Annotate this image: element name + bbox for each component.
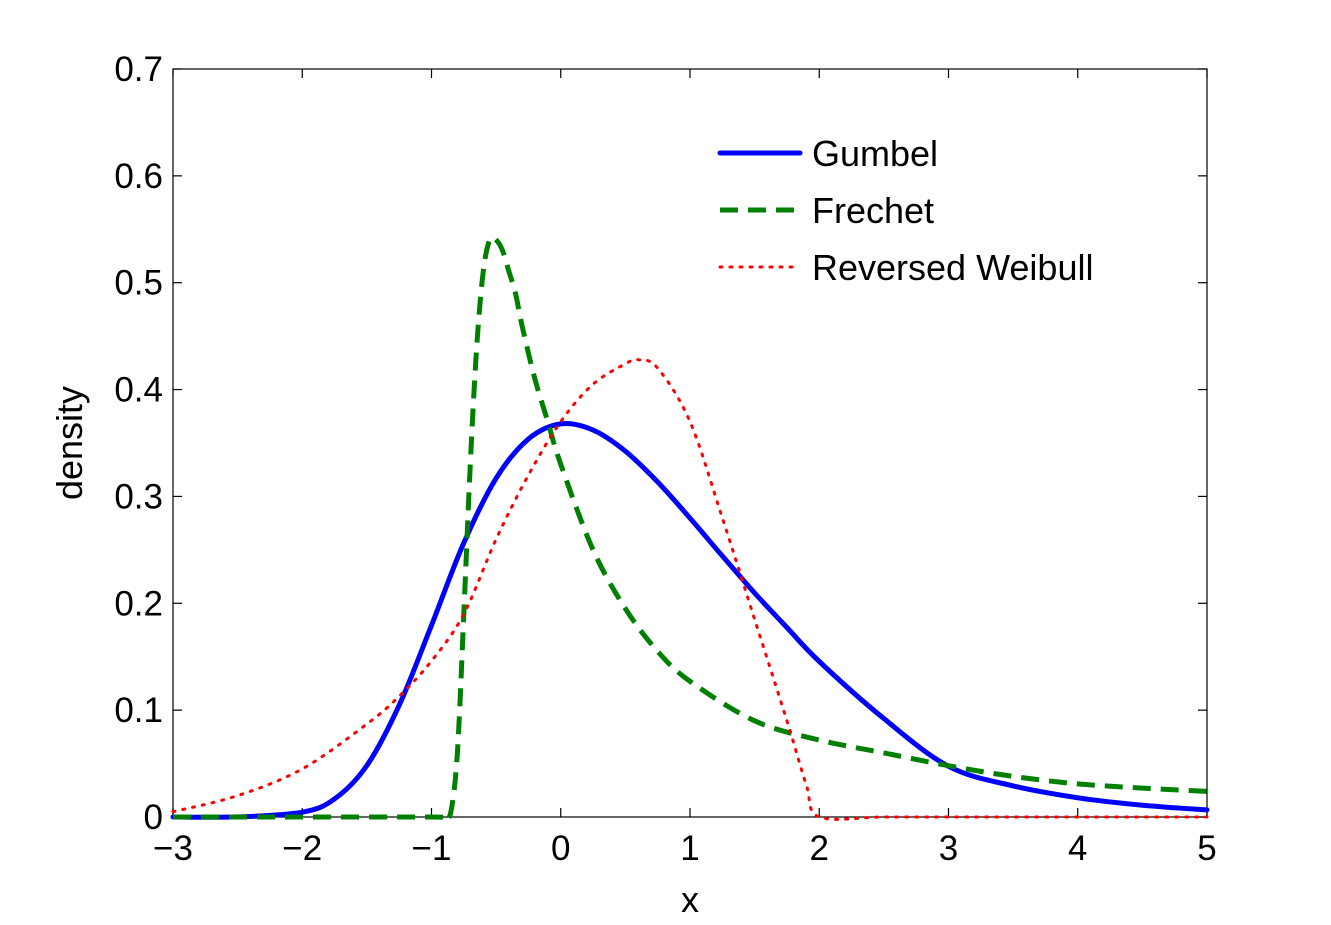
- legend-label: Reversed Weibull: [812, 247, 1093, 288]
- y-tick-label: 0.4: [114, 371, 163, 410]
- axis-ticks: −3 −2 −1 0 1 2 3 4 5 0 0.1 0.2 0.3 0.4 0.5 0.6 0.7: [114, 50, 1216, 868]
- series-line-frechet: [173, 234, 1208, 821]
- y-tick-label: 0.5: [114, 264, 163, 303]
- x-tick-label: 2: [810, 829, 829, 868]
- y-tick-label: 0.1: [114, 691, 163, 730]
- y-tick-label: 0.6: [114, 157, 163, 196]
- x-tick-label: −2: [282, 829, 322, 868]
- x-tick-label: −1: [412, 829, 452, 868]
- x-tick-label: −3: [153, 829, 193, 868]
- y-axis-title: density: [49, 386, 90, 500]
- legend-label: Gumbel: [812, 133, 938, 174]
- x-tick-label: 4: [1068, 829, 1087, 868]
- y-tick-label: 0.3: [114, 477, 163, 516]
- series-line-reversed-weibull: [171, 357, 1209, 821]
- x-axis-title: x: [681, 879, 699, 920]
- series-layer: [170, 234, 1210, 821]
- y-tick-label: 0.7: [114, 50, 163, 89]
- x-tick-label: 0: [551, 829, 570, 868]
- legend-label: Frechet: [812, 190, 934, 231]
- x-tick-label: 3: [939, 829, 958, 868]
- x-tick-label: 1: [680, 829, 699, 868]
- legend: Gumbel Frechet Reversed Weibull: [717, 133, 1093, 288]
- plot-area: [172, 68, 1208, 818]
- y-tick-label: 0.2: [114, 584, 163, 623]
- y-tick-label: 0: [144, 798, 163, 837]
- x-tick-label: 5: [1197, 829, 1216, 868]
